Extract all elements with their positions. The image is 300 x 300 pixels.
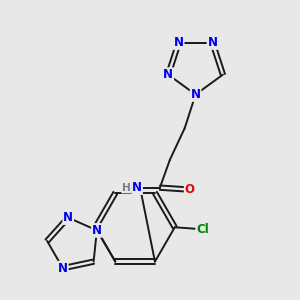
Text: N: N: [163, 68, 173, 81]
Text: N: N: [208, 36, 218, 49]
Text: N: N: [174, 36, 184, 49]
Text: O: O: [184, 183, 195, 196]
Text: N: N: [190, 88, 201, 101]
Text: N: N: [92, 224, 102, 237]
Text: N: N: [58, 262, 68, 275]
Text: H: H: [122, 183, 130, 193]
Text: N: N: [132, 181, 142, 194]
Text: Cl: Cl: [196, 223, 209, 236]
Text: N: N: [63, 211, 73, 224]
